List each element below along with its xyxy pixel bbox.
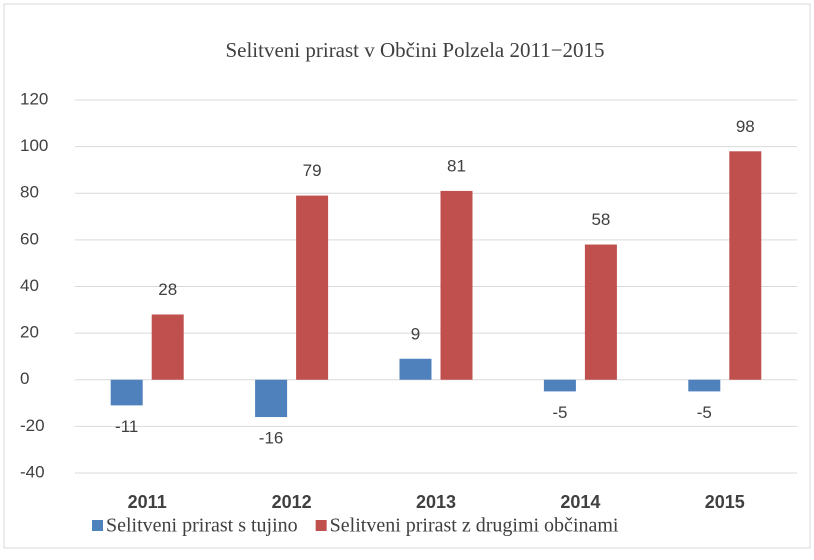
data-label: -11 — [115, 417, 138, 436]
x-tick-label: 2013 — [416, 492, 456, 512]
y-tick-label: -20 — [20, 416, 45, 435]
legend-swatch — [315, 520, 327, 531]
y-tick-label: 80 — [20, 183, 39, 202]
y-tick-label: 120 — [20, 89, 48, 108]
legend-label: Selitveni prirast s tujino — [106, 515, 298, 537]
y-tick-label: 0 — [20, 369, 29, 388]
bar — [584, 244, 617, 380]
data-label: 98 — [736, 117, 755, 136]
x-tick-label: 2011 — [128, 492, 167, 512]
data-label: 58 — [591, 210, 610, 229]
data-label: 28 — [158, 280, 177, 299]
chart-title: Selitveni prirast v Občini Polzela 2011−… — [225, 38, 604, 62]
data-label: 79 — [303, 161, 322, 180]
bar — [296, 195, 329, 380]
y-tick-label: 100 — [20, 136, 48, 155]
legend-swatch — [92, 520, 103, 531]
data-label: 81 — [447, 156, 466, 175]
bar — [151, 314, 184, 380]
x-tick-label: 2015 — [705, 492, 745, 512]
legend-label: Selitveni prirast z drugimi občinami — [330, 515, 619, 537]
data-label: -16 — [259, 429, 284, 448]
bar — [688, 379, 721, 392]
bar — [440, 190, 473, 380]
chart-frame — [3, 3, 811, 549]
x-tick-label: 2014 — [560, 492, 600, 512]
bar — [110, 379, 143, 406]
data-label: -5 — [697, 403, 712, 422]
bar — [543, 379, 576, 392]
data-label: 9 — [411, 324, 420, 343]
y-tick-label: 60 — [20, 229, 39, 248]
y-tick-label: 40 — [20, 276, 39, 295]
bar — [729, 151, 762, 380]
y-tick-label: -40 — [20, 462, 45, 481]
bar — [399, 358, 432, 380]
data-label: -5 — [552, 403, 567, 422]
x-tick-label: 2012 — [272, 492, 312, 512]
bar — [255, 379, 288, 418]
y-tick-label: 20 — [20, 323, 39, 342]
